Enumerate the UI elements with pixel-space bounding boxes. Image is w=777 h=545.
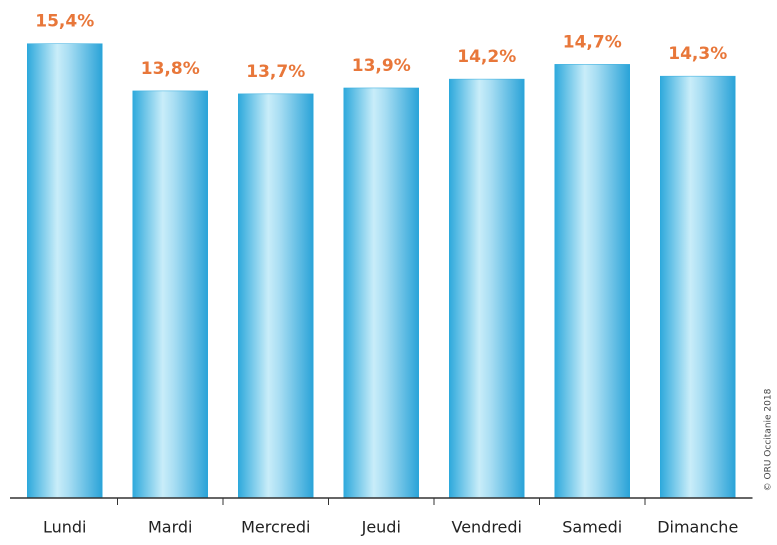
x-tick-label: Mercredi bbox=[241, 518, 310, 537]
value-label: 14,7% bbox=[563, 32, 622, 52]
value-label: 13,8% bbox=[141, 59, 200, 79]
x-tick-label: Vendredi bbox=[451, 518, 522, 537]
value-label: 15,4% bbox=[35, 12, 94, 32]
bar bbox=[449, 78, 525, 499]
x-tick-label: Samedi bbox=[562, 518, 622, 537]
bar bbox=[238, 93, 314, 499]
bar bbox=[343, 87, 419, 499]
credit: © ORU Occitanie 2018 bbox=[764, 388, 774, 491]
bar bbox=[27, 43, 103, 499]
value-label: 13,7% bbox=[246, 62, 305, 82]
x-tick-label: Dimanche bbox=[657, 518, 738, 537]
value-label: 13,9% bbox=[352, 56, 411, 76]
bar bbox=[554, 64, 630, 499]
bar bbox=[660, 75, 736, 499]
x-tick-label: Mardi bbox=[148, 518, 193, 537]
value-label: 14,3% bbox=[668, 44, 727, 64]
x-tick-label: Lundi bbox=[43, 518, 87, 537]
value-label: 14,2% bbox=[457, 47, 516, 67]
x-tick-label: Jeudi bbox=[361, 518, 401, 537]
bar bbox=[132, 90, 208, 499]
